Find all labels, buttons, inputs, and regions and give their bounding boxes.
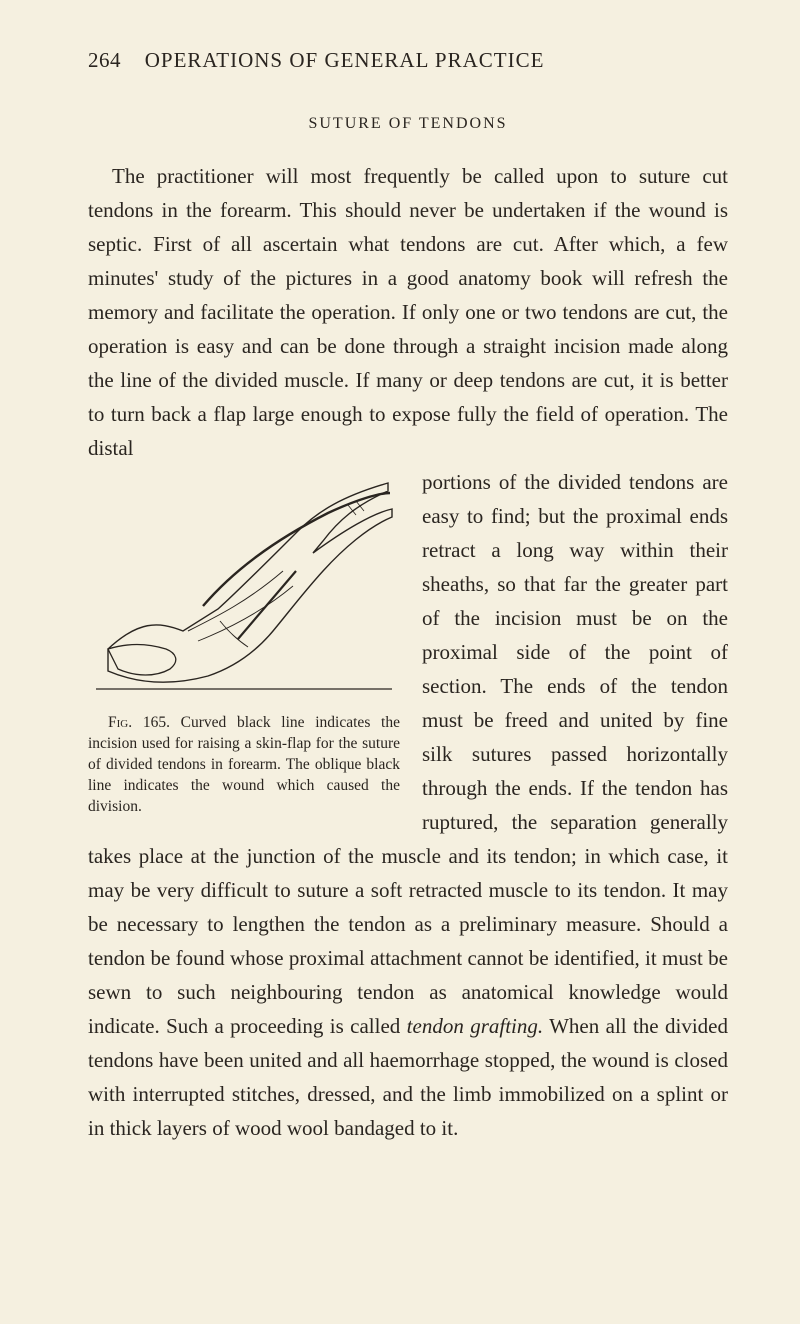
forearm-diagram-svg — [88, 471, 400, 707]
body-text: The practitioner will most frequently be… — [88, 159, 728, 1145]
figure-float: Fig. 165. Curved black line in­dicates t… — [88, 471, 400, 818]
figure-caption: Fig. 165. Curved black line in­dicates t… — [88, 713, 400, 818]
running-title: OPERATIONS OF GENERAL PRACTICE — [145, 48, 545, 73]
figure-illustration — [88, 471, 400, 707]
paragraph-opening: The practitioner will most frequently be… — [88, 159, 728, 465]
page-number: 264 — [88, 48, 121, 73]
italic-term: tendon grafting. — [407, 1014, 543, 1038]
section-title: SUTURE OF TENDONS — [88, 115, 728, 133]
figure-label: Fig. 165. — [108, 714, 170, 731]
page-header: 264 OPERATIONS OF GENERAL PRACTICE — [88, 48, 728, 73]
body-run-1: The practitioner will most frequently be… — [88, 164, 728, 460]
